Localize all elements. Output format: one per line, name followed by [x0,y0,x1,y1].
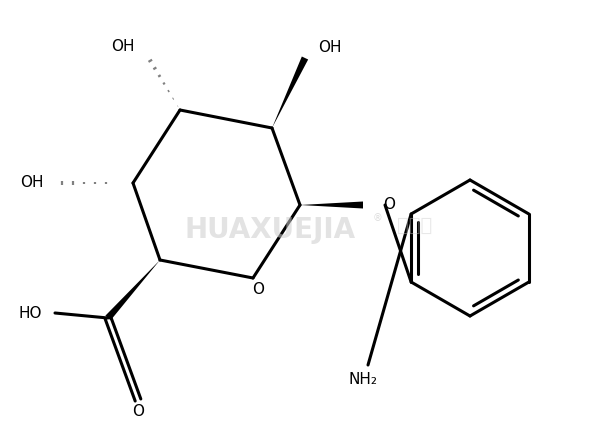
Text: OH: OH [111,40,135,54]
Text: OH: OH [21,176,44,191]
Text: HO: HO [18,306,42,320]
Polygon shape [300,201,363,208]
Polygon shape [272,57,308,128]
Polygon shape [105,260,160,320]
Text: 化学加: 化学加 [398,215,433,235]
Text: NH₂: NH₂ [348,371,378,386]
Text: O: O [132,405,144,419]
Text: HUAXUEJIA: HUAXUEJIA [184,216,356,244]
Text: O: O [383,198,395,212]
Text: ®: ® [373,213,383,223]
Text: OH: OH [318,41,342,55]
Text: O: O [252,283,264,297]
